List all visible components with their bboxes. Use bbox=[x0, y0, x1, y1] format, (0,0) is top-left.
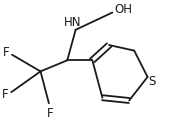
Text: OH: OH bbox=[114, 3, 132, 16]
Text: F: F bbox=[3, 46, 10, 59]
Text: F: F bbox=[47, 107, 54, 120]
Text: HN: HN bbox=[64, 16, 81, 29]
Text: F: F bbox=[2, 88, 9, 102]
Text: S: S bbox=[148, 75, 155, 88]
